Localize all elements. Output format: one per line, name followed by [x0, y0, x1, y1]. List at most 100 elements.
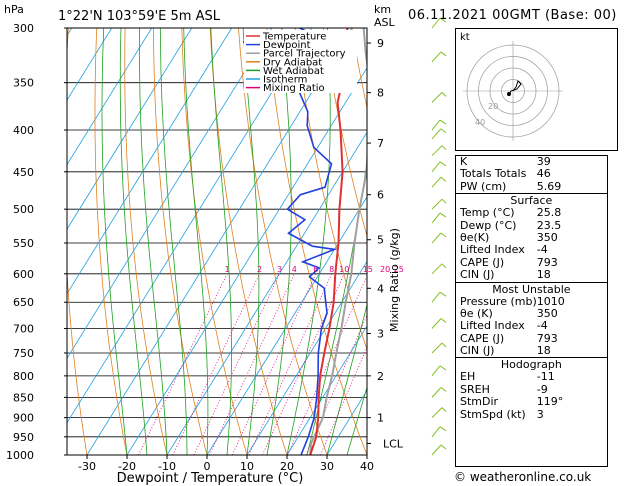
- pressure-tick-label: 600: [13, 268, 34, 281]
- most-unstable-value: 350: [536, 306, 558, 320]
- isotherm-line: [67, 28, 73, 37]
- wind-barb: [431, 426, 441, 438]
- hodograph-row: StmSpd (kt) 3: [456, 407, 607, 421]
- wind-barb: [431, 291, 441, 303]
- mixing-ratio-label: 10: [339, 265, 349, 274]
- dry-adiabat: [67, 28, 88, 455]
- km-tick-label: 8: [377, 87, 384, 100]
- wind-barb-flag: [439, 17, 447, 23]
- surface-row: Lifted Index -4: [456, 243, 607, 257]
- mixing-ratio-line: [262, 273, 345, 455]
- km-tick-label: 5: [377, 234, 384, 247]
- legend-label: Mixing Ratio: [263, 83, 325, 94]
- mixing-ratio-line: [231, 273, 317, 455]
- wet-adiabat: [159, 28, 188, 455]
- mixing-ratio-line: [172, 273, 260, 455]
- mixing-ratio-label: 6: [313, 265, 318, 274]
- wind-barb: [431, 387, 442, 398]
- isotherm-line: [86, 28, 353, 455]
- wind-barb-flag: [439, 161, 447, 167]
- most-unstable-label: θe (K): [460, 306, 493, 320]
- wind-barb-flag: [440, 444, 447, 450]
- x-tick-label: 0: [204, 460, 211, 473]
- dry-adiabat: [153, 28, 208, 455]
- wind-barb: [431, 342, 443, 354]
- legend-label: Parcel Trajectory: [263, 49, 346, 60]
- most-unstable-value: 793: [536, 331, 558, 345]
- dry-adiabat: [323, 28, 367, 238]
- hodograph-value: 3: [536, 407, 544, 421]
- legend-label: Isotherm: [263, 75, 307, 86]
- surface-row: Temp (°C) 25.8: [456, 206, 607, 220]
- stability-value: 39: [536, 155, 551, 168]
- wind-barb-flag: [440, 176, 447, 182]
- km-tick-label: 7: [377, 137, 384, 150]
- wind-barb-flag: [440, 232, 447, 238]
- surface-value: 793: [536, 255, 558, 269]
- wind-barb: [431, 128, 442, 140]
- surface-value: -4: [536, 243, 548, 257]
- surface-label: Temp (°C): [460, 206, 515, 220]
- pressure-tick-label: 350: [13, 77, 34, 90]
- wind-barb-flag: [441, 263, 447, 269]
- most-unstable-label: CAPE (J): [460, 331, 505, 345]
- mixing-ratio-line: [287, 274, 367, 455]
- isotherm-line: [67, 28, 153, 166]
- mixing-ratio-label: 3: [277, 265, 282, 274]
- hodograph-label: StmDir: [460, 395, 499, 409]
- wind-barb-flag: [441, 198, 447, 204]
- most-unstable-row: θe (K) 350: [456, 306, 607, 320]
- mixing-ratio-line: [138, 273, 228, 455]
- datetime-label: 06.11.2021 00GMT (Base: 00): [408, 8, 617, 23]
- wet-adiabat: [101, 28, 128, 455]
- hodograph-value: 119°: [536, 395, 564, 409]
- lcl-label: LCL: [383, 437, 404, 450]
- wet-adiabat: [210, 28, 232, 455]
- hodograph-kt-label: kt: [460, 32, 470, 43]
- km-tick-label: 4: [377, 282, 384, 295]
- hodograph-label: StmSpd (kt): [460, 407, 526, 421]
- credit-label: © weatheronline.co.uk: [454, 470, 592, 484]
- x-tick-label: 20: [280, 460, 294, 473]
- wind-barb: [431, 119, 441, 131]
- pressure-tick-label: 800: [13, 370, 34, 383]
- indices-panel: K 39 Totals Totals 46 PW (cm) 5.69 Surface Te…: [455, 155, 608, 467]
- legend-label: Dry Adiabat: [263, 57, 322, 68]
- surface-title: Surface: [510, 194, 553, 208]
- pressure-tick-label: 950: [13, 431, 34, 444]
- mixing-ratio-label: 8: [329, 265, 334, 274]
- hodograph-trace: [507, 80, 522, 97]
- wind-barb: [431, 232, 442, 244]
- x-tick-label: 30: [320, 460, 334, 473]
- mixing-ratio-label: 20: [380, 265, 390, 274]
- wet-adiabat: [266, 28, 292, 455]
- plot-frame: [66, 27, 368, 456]
- surface-row: Dewp (°C) 23.5: [456, 219, 607, 232]
- mixing-ratio-label: 2: [257, 265, 262, 274]
- most-unstable-section: Most Unstable Pressure (mb) 1010 θe (K) 350…: [456, 281, 607, 358]
- wind-barb: [431, 51, 442, 63]
- mixing-ratio-label: 15: [363, 265, 373, 274]
- most-unstable-value: 18: [536, 344, 551, 358]
- stability-row: PW (cm) 5.69: [456, 179, 607, 193]
- isotherm-line: [67, 28, 193, 230]
- isotherm-line: [67, 28, 313, 424]
- stability-value: 46: [536, 167, 551, 181]
- wind-barb: [431, 92, 443, 103]
- wind-barb: [431, 263, 443, 275]
- wind-barb: [431, 212, 441, 224]
- surface-section: Surface Temp (°C) 25.8 Dewp (°C) 23.5 θe(K) 3…: [456, 193, 607, 281]
- wind-barb-flag: [441, 407, 447, 412]
- x-tick-label: 40: [360, 460, 374, 473]
- most-unstable-title: Most Unstable: [492, 282, 571, 296]
- stability-label: PW (cm): [460, 179, 507, 193]
- wet-adiabat: [119, 28, 148, 455]
- most-unstable-value: -4: [536, 319, 548, 333]
- x-tick-label: -20: [118, 460, 136, 473]
- wind-barb-flag: [440, 318, 447, 323]
- dry-adiabat: [181, 28, 248, 455]
- stability-value: 5.69: [536, 179, 562, 193]
- most-unstable-value: 1010: [536, 294, 565, 308]
- legend-label: Dewpoint: [263, 40, 311, 51]
- km-tick-label: 3: [377, 328, 384, 341]
